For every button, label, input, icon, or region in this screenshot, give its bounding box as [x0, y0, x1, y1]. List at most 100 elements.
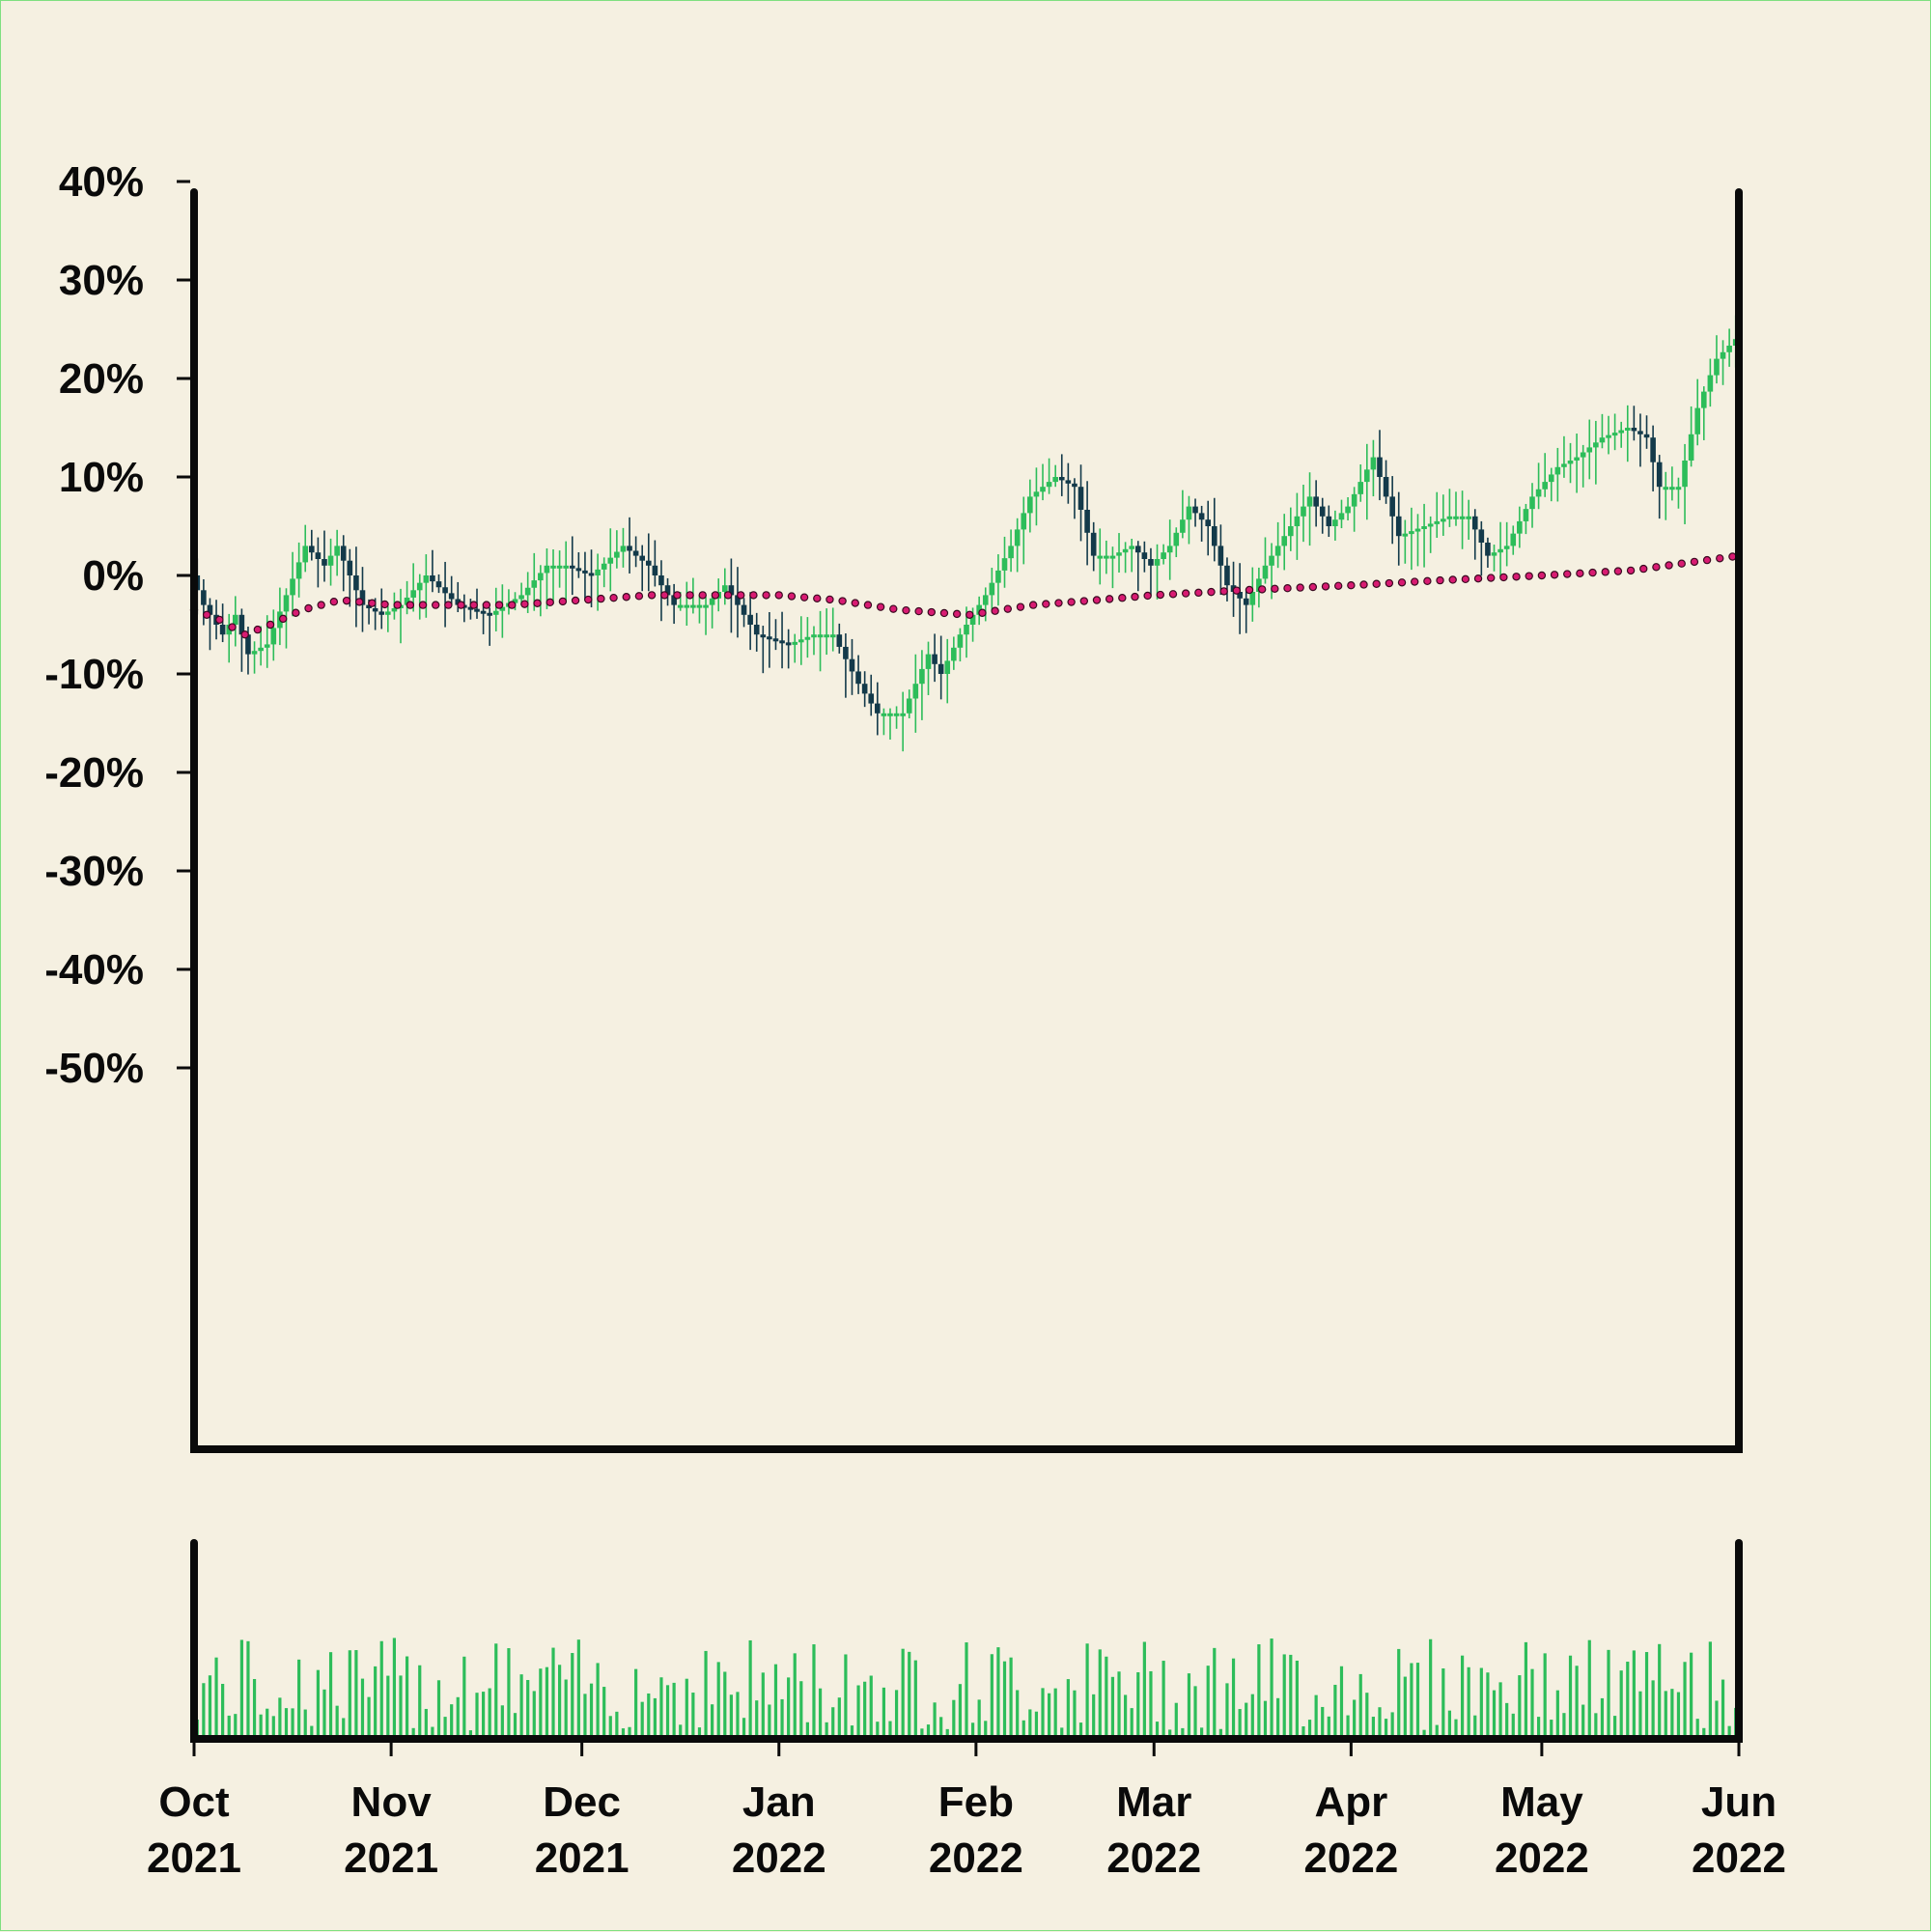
candle-down	[1084, 510, 1090, 533]
x-tick-month: Mar	[1116, 1778, 1191, 1826]
moving-average-point	[457, 601, 465, 609]
volume-bar	[1415, 1663, 1420, 1735]
volume-bar	[348, 1650, 351, 1735]
volume-bar	[1670, 1689, 1674, 1735]
volume-bars	[195, 1638, 1738, 1735]
candle-up	[792, 641, 798, 645]
candle-up	[1586, 447, 1593, 453]
volume-bar	[665, 1685, 670, 1735]
volume-bar	[844, 1654, 848, 1735]
candle-up	[1414, 528, 1421, 532]
moving-average-point	[1054, 599, 1063, 607]
volume-bar	[1245, 1702, 1248, 1735]
volume-bar	[488, 1688, 491, 1735]
moving-average-point	[1079, 597, 1089, 605]
moving-average-point	[1601, 568, 1609, 576]
volume-bar	[761, 1672, 765, 1735]
moving-average-point	[482, 601, 491, 609]
moving-average-point	[1333, 581, 1343, 591]
volume-bar	[990, 1654, 993, 1735]
candle-up	[1548, 474, 1554, 483]
candle-up	[1409, 531, 1414, 535]
moving-average-point	[1296, 583, 1304, 592]
volume-bar	[1429, 1638, 1433, 1735]
moving-average-point	[292, 608, 300, 617]
candle-down	[785, 642, 792, 646]
moving-average-point	[1665, 561, 1673, 570]
x-tick-month: Feb	[938, 1778, 1014, 1826]
candle-down	[747, 614, 753, 625]
candle-up	[919, 668, 925, 685]
volume-bar	[436, 1680, 441, 1735]
candle-up	[1021, 513, 1027, 530]
candle-down	[664, 585, 671, 596]
volume-bar	[773, 1664, 778, 1735]
candle-down	[366, 604, 372, 608]
moving-average-point	[508, 601, 517, 609]
moving-average-point	[1271, 584, 1279, 594]
volume-bar	[539, 1668, 543, 1735]
volume-bar	[1562, 1713, 1566, 1735]
candle-up	[829, 634, 836, 638]
candle-up	[556, 565, 563, 569]
candle-up	[518, 595, 524, 600]
volume-bar	[1536, 1717, 1541, 1735]
volume-bar	[634, 1668, 638, 1735]
candle-down	[1237, 592, 1243, 599]
candle-down	[652, 565, 658, 575]
volume-bar	[1664, 1691, 1667, 1735]
moving-average-point	[966, 610, 974, 620]
candle-up	[550, 565, 556, 569]
volume-bar	[1505, 1702, 1509, 1735]
volume-bar	[608, 1716, 612, 1735]
candle-down	[658, 575, 664, 586]
volume-bar	[468, 1730, 473, 1735]
volume-bar	[1155, 1722, 1160, 1735]
moving-average-point	[1728, 552, 1737, 561]
moving-average-point	[1716, 554, 1724, 563]
moving-average-point	[647, 591, 657, 600]
volume-bar	[1441, 1668, 1445, 1735]
volume-bar	[850, 1725, 854, 1735]
moving-average-point	[1537, 571, 1547, 580]
x-tick-year: 2022	[732, 1834, 826, 1882]
candle-up	[1402, 533, 1409, 537]
candle-down	[1090, 532, 1097, 556]
volume-bar	[310, 1725, 314, 1735]
candle-up	[334, 546, 340, 556]
volume-bar	[1333, 1684, 1337, 1735]
volume-bar	[1365, 1693, 1369, 1735]
moving-average-point	[902, 605, 910, 615]
volume-bar	[1168, 1729, 1172, 1735]
volume-bar	[1410, 1663, 1413, 1735]
candle-up	[258, 647, 264, 652]
candle-up	[544, 565, 550, 574]
volume-bar	[1511, 1713, 1515, 1735]
x-tick-year: 2022	[929, 1834, 1023, 1882]
candle-up	[1109, 555, 1116, 559]
volume-bar	[965, 1642, 968, 1735]
volume-bar	[659, 1677, 663, 1735]
candle-down	[1395, 516, 1402, 537]
volume-bar	[1136, 1672, 1140, 1735]
candle-up	[1154, 559, 1161, 566]
candle-up	[1561, 463, 1567, 467]
moving-average-point	[889, 604, 898, 613]
volume-bar	[1002, 1661, 1007, 1735]
volume-bar	[1181, 1727, 1185, 1735]
volume-bar	[1047, 1693, 1051, 1735]
volume-bar	[1321, 1706, 1325, 1735]
volume-bar	[1263, 1700, 1268, 1735]
volume-bar	[704, 1650, 708, 1735]
volume-bar	[1066, 1679, 1070, 1735]
moving-average-point	[571, 596, 580, 605]
candle-up	[677, 604, 684, 608]
candle-up	[1606, 434, 1611, 438]
moving-average-point	[533, 599, 542, 607]
y-tick-label: 0%	[82, 552, 144, 600]
volume-bar	[984, 1721, 988, 1735]
volume-bar	[1727, 1725, 1731, 1735]
volume-bar	[431, 1726, 434, 1735]
candle-up	[824, 634, 829, 638]
volume-bar	[1028, 1709, 1032, 1735]
